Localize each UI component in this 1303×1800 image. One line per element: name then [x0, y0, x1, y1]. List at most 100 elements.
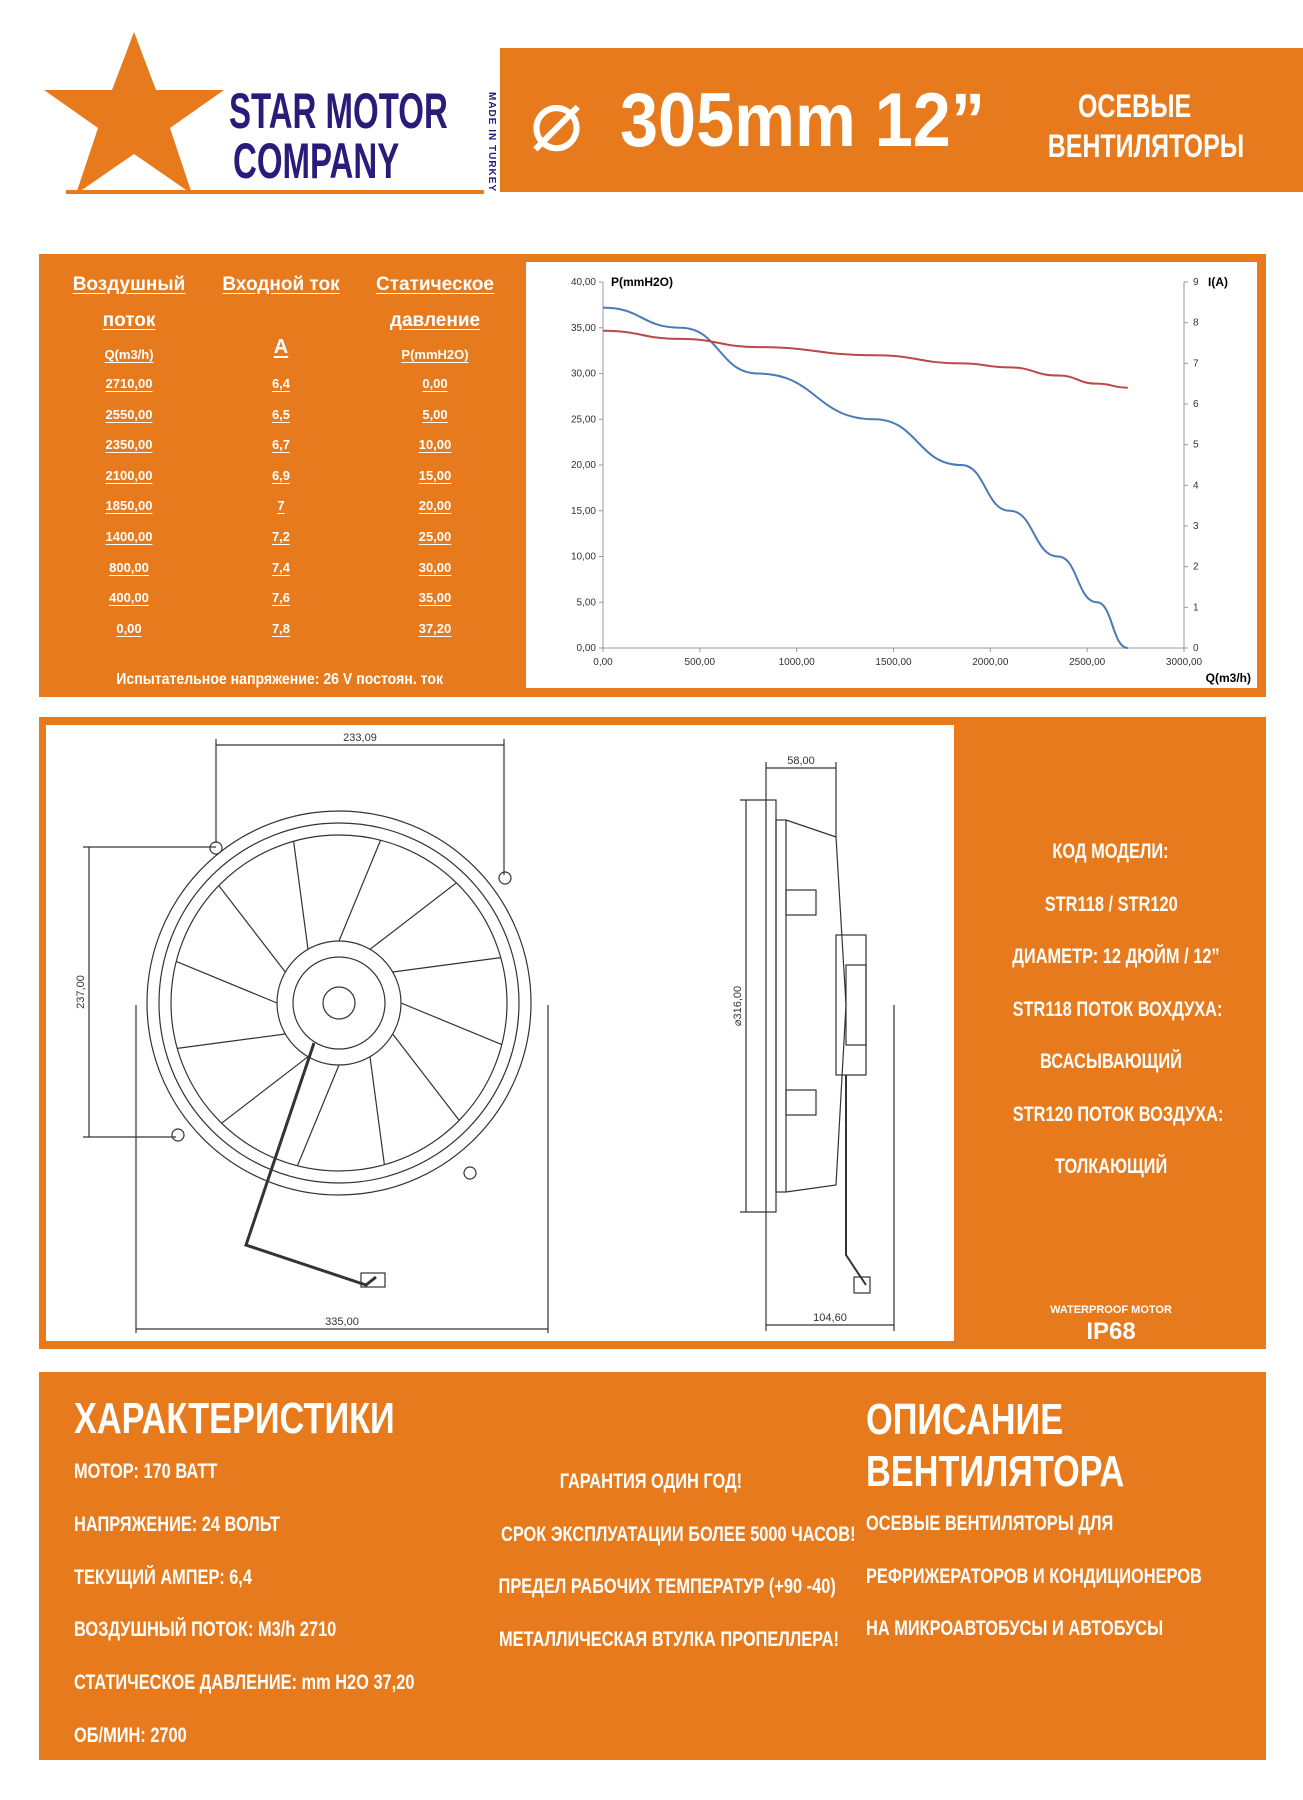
specs-title: ХАРАКТЕРИСТИКИ — [74, 1394, 395, 1443]
y-tick-label: 5,00 — [577, 597, 597, 608]
description-text: РЕФРИЖЕРАТОРОВ И КОНДИЦИОНЕРОВ — [866, 1564, 1202, 1588]
table-cell: 15,00 — [418, 467, 452, 483]
description-item: НА МИКРОАВТОБУСЫ И АВТОБУСЫ — [866, 1617, 1247, 1641]
performance-chart: 0,00 5,00 10,00 15,00 20,00 25,00 30,00 35,00 40… — [526, 262, 1257, 688]
table-unit: A — [273, 336, 289, 358]
feature-item: СРОК ЭКСПЛУАТАЦИИ БОЛЕЕ 5000 ЧАСОВ! — [451, 1523, 856, 1547]
fan-blade — [400, 1002, 503, 1046]
table-cell: 7,4 — [271, 559, 291, 575]
table-header: Входной ток — [222, 274, 340, 295]
fan-blade — [392, 957, 501, 973]
header-banner: ⌀ 305mm 12” ОСЕВЫЕ ВЕНТИЛЯТОРЫ — [500, 48, 1303, 192]
star-logo-icon — [44, 32, 224, 194]
technical-drawing: 233,09 237,00 335,00 58,00 ⌀316,00 104,6… — [46, 725, 954, 1341]
specs-section — [39, 1372, 1266, 1760]
y2-tick-label: 8 — [1193, 318, 1199, 329]
model-info-text: КОД МОДЕЛИ: — [1052, 840, 1170, 863]
table-cell: 400,00 — [109, 590, 149, 606]
table-cell: 1850,00 — [105, 498, 153, 514]
table-cell: 30,00 — [418, 559, 452, 575]
y-tick-label: 10,00 — [571, 552, 596, 563]
table-cell: 6,5 — [271, 406, 291, 422]
x-tick-label: 500,00 — [685, 657, 716, 668]
table-cell: 0,00 — [116, 620, 142, 636]
table-header: поток — [102, 310, 156, 331]
table-cell: 2350,00 — [105, 437, 153, 453]
fan-blade — [221, 1056, 309, 1124]
y2-tick-label: 0 — [1193, 643, 1199, 654]
x-tick-label: 0,00 — [593, 657, 613, 668]
fan-blade — [392, 1033, 460, 1121]
table-cell: 37,20 — [418, 620, 452, 636]
test-voltage-note: Испытательное напряжение: 26 V постоян. … — [116, 671, 444, 688]
y-axis-title: P(mmH2O) — [611, 275, 673, 289]
dim-side-depth: 58,00 — [787, 755, 815, 767]
y2-axis-title: I(A) — [1208, 275, 1228, 289]
description-text: НА МИКРОАВТОБУСЫ И АВТОБУСЫ — [866, 1617, 1164, 1640]
y-tick-label: 40,00 — [571, 277, 596, 288]
model-info-text: STR118 / STR120 — [1044, 892, 1178, 916]
model-info-text: ТОЛКАЮЩИЙ — [1054, 1155, 1168, 1178]
table-cell: 10,00 — [418, 437, 452, 453]
dim-side-total: 104,60 — [813, 1312, 847, 1324]
table-cell: 2100,00 — [105, 467, 153, 483]
diameter-icon: ⌀ — [530, 70, 583, 169]
table-cell: 7,6 — [271, 590, 291, 606]
x-tick-label: 2000,00 — [972, 657, 1009, 668]
feature-text: СРОК ЭКСПЛУАТАЦИИ БОЛЕЕ 5000 ЧАСОВ! — [501, 1522, 856, 1546]
y2-tick-label: 4 — [1193, 480, 1199, 491]
model-info-item: ДИАМЕТР: 12 ДЮЙМ / 12” — [983, 945, 1239, 969]
spec-item: ВОЗДУШНЫЙ ПОТОК: M3/h 2710 — [74, 1618, 410, 1642]
table-header: Статическое — [376, 274, 494, 295]
header-size: 305mm 12” — [620, 78, 986, 163]
table-cell: 0,00 — [422, 376, 448, 391]
spec-text: ТЕКУЩИЙ АМПЕР: 6,4 — [74, 1566, 252, 1589]
table-cell: 7 — [277, 498, 285, 514]
model-info-item: STR118 ПОТОК ВОХДУХА: — [983, 998, 1239, 1022]
front-view — [83, 739, 549, 1333]
x-tick-label: 1000,00 — [779, 657, 816, 668]
model-info-item: ТОЛКАЮЩИЙ — [983, 1155, 1239, 1179]
spec-item: НАПРЯЖЕНИЕ: 24 ВОЛЬТ — [74, 1513, 338, 1537]
x-tick-label: 1500,00 — [875, 657, 912, 668]
y2-tick-label: 3 — [1193, 521, 1199, 532]
table-cell: 6,7 — [271, 437, 291, 453]
fan-blade — [293, 841, 309, 950]
model-info-text: STR118 ПОТОК ВОХДУХА: — [1012, 997, 1223, 1021]
fan-blade — [338, 839, 382, 942]
current-curve — [602, 329, 1128, 389]
spec-item: ОБ/МИН: 2700 — [74, 1724, 219, 1748]
model-info-text: STR120 ПОТОК ВОЗДУХА: — [1012, 1102, 1224, 1126]
made-in-label: MADE IN TURKEY — [486, 92, 497, 193]
model-info-text: ВСАСЫВАЮЩИЙ — [1040, 1050, 1182, 1073]
dim-height: 237,00 — [75, 975, 87, 1009]
x-tick-label: 3000,00 — [1166, 657, 1203, 668]
table-cell: 35,00 — [418, 590, 452, 606]
spec-text: ОБ/МИН: 2700 — [74, 1724, 187, 1747]
table-cell: 800,00 — [109, 559, 149, 575]
dim-bottom-width: 335,00 — [325, 1316, 359, 1328]
table-unit: P(mmH2O) — [401, 347, 469, 362]
model-info-item: ВСАСЫВАЮЩИЙ — [983, 1050, 1239, 1074]
feature-item: ГАРАНТИЯ ОДИН ГОД! — [451, 1470, 851, 1494]
y-tick-label: 0,00 — [577, 643, 597, 654]
table-cell: 2550,00 — [105, 406, 153, 422]
side-view — [740, 762, 895, 1331]
y2-tick-label: 7 — [1193, 358, 1199, 369]
brand-line2: COMPANY — [233, 133, 400, 189]
x-tick-label: 2500,00 — [1069, 657, 1106, 668]
spec-text: СТАТИЧЕСКОЕ ДАВЛЕНИЕ: mm H2O 37,20 — [74, 1671, 415, 1694]
fan-blade — [177, 1033, 286, 1049]
y2-tick-label: 6 — [1193, 399, 1199, 410]
dim-side-diameter: ⌀316,00 — [732, 986, 744, 1026]
table-cell: 6,9 — [271, 467, 291, 483]
feature-item: ПРЕДЕЛ РАБОЧИХ ТЕМПЕРАТУР (+90 -40) — [451, 1575, 851, 1599]
table-cell: 6,4 — [271, 376, 291, 391]
fan-blade — [369, 1056, 385, 1165]
table-cell: 5,00 — [422, 406, 448, 422]
model-info-item: STR120 ПОТОК ВОЗДУХА: — [983, 1103, 1239, 1127]
feature-item: МЕТАЛЛИЧЕСКАЯ ВТУЛКА ПРОПЕЛЛЕРА! — [451, 1628, 851, 1652]
fan-blade — [296, 1064, 340, 1167]
logo-underline — [66, 190, 484, 194]
